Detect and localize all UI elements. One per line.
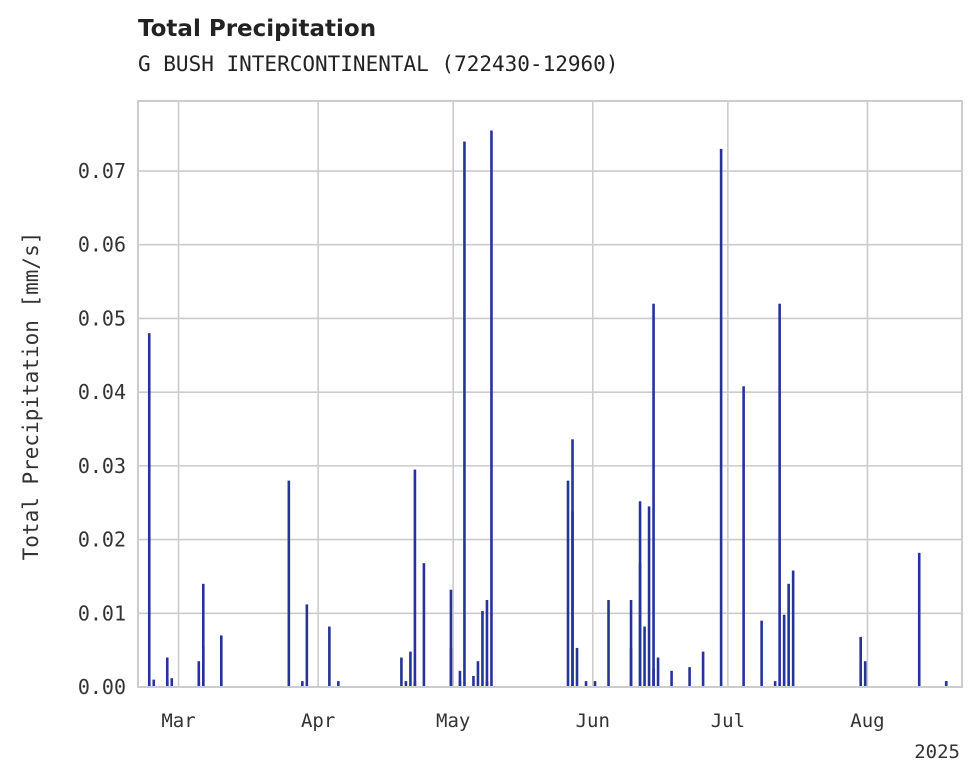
precip-bar — [629, 647, 633, 687]
precip-bar — [220, 681, 223, 687]
precip-bar — [165, 657, 169, 687]
precip-bar — [773, 681, 777, 687]
axes: 0.00 0.01 0.02 0.03 0.04 0.05 0.06 0.07 Mar Apr Ma… — [78, 100, 963, 732]
precip-bar — [490, 130, 493, 688]
precip-bar — [863, 661, 867, 687]
precip-bar — [787, 583, 790, 687]
precip-bar — [170, 678, 174, 687]
precip-bar — [476, 661, 480, 687]
grid-lines — [138, 101, 962, 688]
precip-bar — [305, 604, 309, 687]
precip-bar — [463, 141, 466, 687]
precip-bar — [760, 620, 763, 687]
precip-bar — [287, 480, 291, 687]
precip-bar — [652, 668, 655, 687]
precip-bar — [220, 635, 223, 687]
plot-frame — [137, 100, 963, 688]
precip-bar — [458, 670, 462, 687]
precip-bar — [201, 583, 205, 687]
x-tick-label: Mar — [161, 710, 195, 732]
precip-bar — [422, 563, 426, 687]
x-tick-label: Jul — [711, 710, 745, 732]
precip-bar — [449, 647, 453, 687]
precipitation-bars — [147, 130, 948, 688]
precip-bar — [701, 651, 705, 687]
precip-bar — [859, 636, 862, 687]
y-tick-label: 0.06 — [78, 233, 126, 257]
y-tick-label: 0.00 — [78, 675, 126, 699]
precip-bar — [688, 667, 691, 687]
precip-bar — [643, 626, 646, 687]
y-tick-label: 0.05 — [78, 306, 126, 330]
x-year-label: 2025 — [914, 741, 960, 763]
precip-bar — [301, 681, 304, 687]
precip-bar — [449, 589, 453, 687]
y-tick-label: 0.02 — [78, 528, 126, 552]
precip-bar — [629, 600, 633, 687]
precip-bar — [566, 480, 570, 687]
precip-bar — [485, 681, 489, 687]
precip-bar — [638, 563, 642, 687]
precip-bar — [719, 148, 723, 687]
precip-bar — [782, 614, 786, 687]
precip-bar — [647, 506, 651, 687]
precip-bar — [481, 611, 484, 687]
x-tick-label: May — [436, 710, 470, 732]
precip-bar — [404, 681, 408, 687]
precip-bar — [656, 657, 660, 687]
chart-title: Total Precipitation — [138, 16, 377, 42]
precip-bar — [337, 681, 340, 687]
precip-bar — [584, 681, 588, 687]
precip-bar — [152, 679, 156, 687]
precip-bar — [472, 675, 475, 687]
precip-bar — [670, 670, 673, 687]
precip-bar — [197, 661, 201, 687]
precip-bar — [413, 469, 417, 687]
precip-bar — [409, 651, 412, 687]
precip-bar — [400, 657, 403, 687]
precip-bar — [791, 570, 795, 687]
x-tick-label: Apr — [301, 710, 335, 732]
precip-bar — [778, 303, 781, 687]
precip-bar — [593, 681, 597, 687]
y-tick-label: 0.01 — [78, 601, 126, 625]
y-tick-label: 0.07 — [78, 159, 126, 183]
precip-bar — [742, 386, 745, 687]
x-tick-label: Jun — [576, 710, 610, 732]
y-tick-label: 0.03 — [78, 454, 126, 478]
precip-bar — [485, 600, 489, 687]
x-tick-label: Aug — [850, 710, 884, 732]
y-tick-label: 0.04 — [78, 380, 126, 404]
chart-subtitle: G BUSH INTERCONTINENTAL (722430-12960) — [138, 52, 619, 76]
precip-bar — [944, 681, 948, 687]
precip-bar — [147, 333, 151, 687]
precip-bar — [652, 303, 655, 687]
y-axis-label: Total Precipitation [mm/s] — [19, 232, 43, 561]
precip-bar — [413, 681, 417, 687]
precip-bar — [917, 552, 921, 687]
precip-bar — [328, 626, 331, 687]
precip-bar — [607, 600, 610, 687]
precip-bar — [575, 647, 579, 687]
precip-bar — [571, 511, 574, 687]
